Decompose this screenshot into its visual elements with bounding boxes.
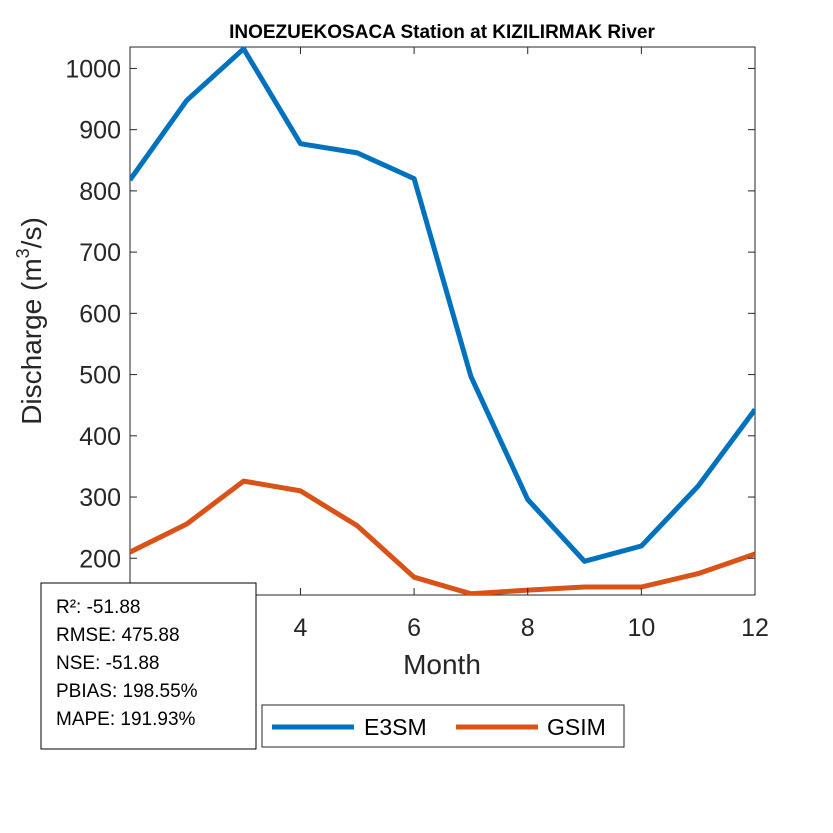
stat-pbias: PBIAS: 198.55% (56, 681, 198, 702)
y-tick-label: 800 (79, 178, 121, 206)
x-tick-label: 6 (407, 614, 421, 642)
stat-nse: NSE: -51.88 (56, 653, 160, 674)
stat-mape: MAPE: 191.93% (56, 709, 196, 730)
y-tick-label: 400 (79, 423, 121, 451)
y-tick-label: 900 (79, 117, 121, 145)
y-axis-label-sup: 3 (13, 248, 33, 258)
legend-label-gsim: GSIM (547, 714, 606, 740)
series-line-e3sm (130, 46, 755, 564)
plot-area: 200 300 400 500 600 700 800 900 1000 4 6 8 10 12 (65, 46, 769, 642)
stats-box: R²: -51.88 RMSE: 475.88 NSE: -51.88 PBIA… (40, 582, 257, 750)
y-axis-label-main: Discharge (m (16, 258, 47, 424)
y-axis-label-end: /s) (16, 217, 47, 248)
y-axis-label: Discharge (m3/s) (13, 217, 47, 425)
y-axis-ticks: 200 300 400 500 600 700 800 900 1000 (65, 55, 755, 573)
x-tick-label: 4 (294, 614, 308, 642)
x-axis-label: Month (403, 649, 481, 680)
y-tick-label: 1000 (65, 55, 121, 83)
y-tick-label: 700 (79, 239, 121, 267)
x-axis-ticks: 4 6 8 10 12 (294, 47, 769, 642)
x-tick-label: 12 (741, 614, 769, 642)
y-tick-label: 300 (79, 484, 121, 512)
x-tick-label: 10 (627, 614, 655, 642)
x-tick-label: 8 (521, 614, 535, 642)
stat-r2: R²: -51.88 (56, 597, 140, 618)
y-tick-label: 200 (79, 545, 121, 573)
y-tick-label: 600 (79, 300, 121, 328)
series-line-gsim (130, 478, 755, 595)
legend-label-e3sm: E3SM (364, 714, 427, 740)
legend: E3SM GSIM (261, 704, 625, 748)
stat-rmse: RMSE: 475.88 (56, 625, 180, 646)
stats-box-frame (40, 582, 257, 750)
series-lines (130, 46, 755, 595)
axes-box (129, 46, 756, 596)
y-tick-label: 500 (79, 362, 121, 390)
chart-title: INOEZUEKOSACA Station at KIZILIRMAK Rive… (229, 22, 655, 43)
